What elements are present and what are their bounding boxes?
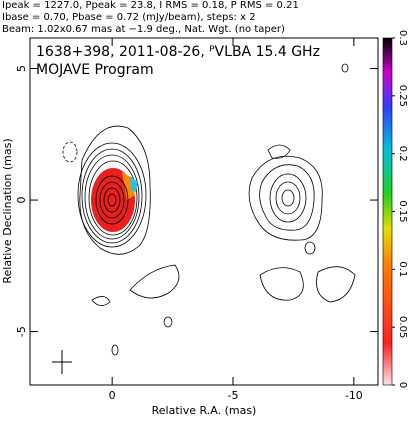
polarization-edge	[130, 176, 138, 192]
header-line: Ipeak = 1227.0, Ppeak = 23.8, I RMS = 0.…	[2, 0, 299, 11]
header-line: Beam: 1.02x0.67 mas at −1.9 deg., Nat. W…	[2, 24, 285, 35]
colorbar-tick-label: 0	[397, 382, 408, 388]
colorbar-tick-label: 0.2	[397, 146, 408, 162]
colorbar-tick-label: 0.15	[397, 200, 408, 222]
plot-frame	[29, 37, 379, 386]
colorbar-tick-label: 0.1	[397, 261, 408, 277]
contours	[52, 63, 356, 374]
x-axis-label: Relative R.A. (mas)	[152, 404, 257, 417]
x-tick-label: 0	[109, 389, 116, 402]
colorbar-tick-label: 0.05	[397, 316, 408, 338]
x-tick-label: -10	[345, 389, 363, 402]
header-line: Ibase = 0.70, Pbase = 0.72 (mJy/beam), s…	[2, 12, 256, 23]
y-tick-label: -5	[15, 326, 28, 337]
y-axis-label: Relative Declination (mas)	[1, 138, 14, 283]
program-label: MOJAVE Program	[36, 62, 154, 78]
y-tick-label: 0	[15, 197, 28, 204]
x-tick-label: -5	[228, 389, 239, 402]
colorbar-tick-label: 0.25	[397, 85, 408, 107]
source-label: 1638+398, 2011-08-26, ᴾVLBA 15.4 GHz	[36, 44, 320, 60]
colorbar-tick-label: 0.3	[397, 30, 408, 46]
y-tick-label: 5	[15, 65, 28, 72]
colorbar	[382, 37, 393, 386]
